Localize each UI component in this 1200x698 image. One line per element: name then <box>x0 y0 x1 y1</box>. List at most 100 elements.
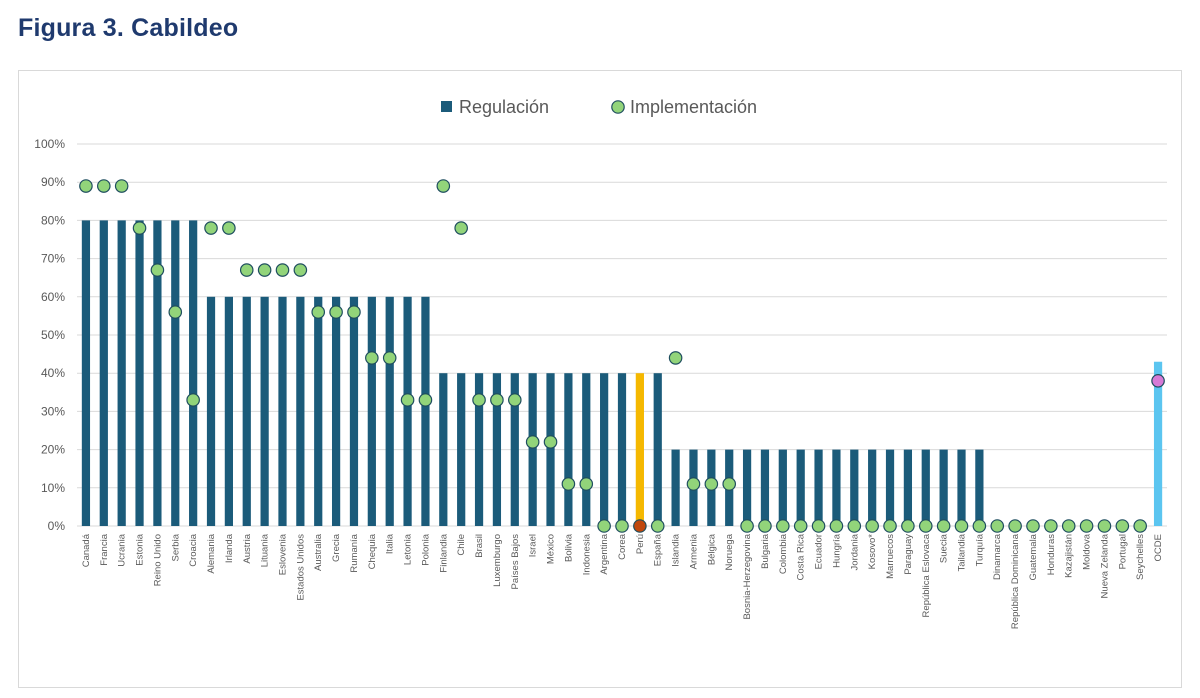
point-implementacion <box>490 393 504 407</box>
point-implementacion <box>239 263 254 277</box>
x-tick-label: Bolivia <box>563 533 574 562</box>
point-implementacion <box>1044 519 1058 533</box>
x-tick-label: Argentina <box>599 533 610 574</box>
x-tick-label: Canadá <box>81 533 92 567</box>
bar-regulacion <box>653 373 662 526</box>
bar-regulacion <box>921 449 930 526</box>
bar-regulacion <box>903 449 913 526</box>
bar-regulacion <box>206 296 216 526</box>
x-tick-label: Kosovo* <box>867 534 878 570</box>
x-tick-label: España <box>653 533 664 566</box>
x-tick-label: México <box>546 534 557 564</box>
x-tick-labels: Canadá Francia Ucrania Estonia Reino Unido Se… <box>81 533 1164 629</box>
bar-regulacion <box>171 220 180 526</box>
bar-regulacion <box>939 449 948 526</box>
point-implementacion <box>597 519 611 533</box>
point-implementacion <box>1079 519 1094 533</box>
bar-regulacion <box>403 296 412 526</box>
point-implementacion <box>329 305 343 319</box>
y-tick-label: 10% <box>41 481 65 495</box>
figure-title: Figura 3. Cabildeo <box>18 14 239 42</box>
y-tick-label: 100% <box>34 137 65 151</box>
point-implementacion <box>1133 519 1147 533</box>
bar-regulacion <box>600 373 609 526</box>
bar-regulacion <box>975 449 984 526</box>
point-implementacion <box>400 393 415 407</box>
bar-regulacion <box>439 373 448 526</box>
x-tick-label: Croacia <box>188 533 199 566</box>
x-tick-label: Ucrania <box>117 533 128 566</box>
x-tick-label: Moldova <box>1082 533 1093 570</box>
x-tick-label: Polonia <box>420 533 431 565</box>
bar-regulacion <box>224 296 233 526</box>
bar-regulacion <box>81 220 91 526</box>
point-implementacion <box>525 435 540 449</box>
x-tick-label: Lituania <box>260 533 271 567</box>
point-implementacion <box>507 393 522 407</box>
bar-regulacion <box>153 220 162 526</box>
y-tick-label: 40% <box>41 366 65 380</box>
x-tick-label: Portugal <box>1117 534 1128 569</box>
x-tick-label: Austria <box>242 533 253 563</box>
point-implementacion <box>704 477 719 491</box>
bar-regulacion <box>742 449 752 526</box>
point-implementacion <box>758 519 772 533</box>
bar-regulacion <box>957 449 966 526</box>
x-tick-label: Paraguay <box>903 534 914 575</box>
x-tick-label: Francia <box>99 533 110 565</box>
bar-regulacion <box>278 296 287 526</box>
lobbying-chart: 0% 10% 20% 30% 40% 50% 60% 70% 80% 90% 100% Canadá F… <box>34 97 1167 629</box>
x-tick-label: Perú <box>635 534 646 554</box>
x-tick-label: Hungría <box>831 533 842 568</box>
bar-regulacion <box>189 220 198 526</box>
x-tick-label: Reino Unido <box>152 534 163 586</box>
x-tick-label: Islandia <box>671 533 682 566</box>
legend-swatch-regulacion <box>441 101 452 112</box>
point-implementacion <box>97 179 111 193</box>
y-tick-label: 60% <box>41 290 65 304</box>
bar-regulacion <box>760 449 770 526</box>
point-implementacion <box>990 519 1005 533</box>
bar-regulacion <box>617 373 627 526</box>
bar-regulacion <box>260 296 269 526</box>
x-tick-label: Ecuador <box>814 534 825 569</box>
bar-regulacion <box>117 220 126 526</box>
x-tick-label: Jordania <box>849 533 860 570</box>
x-tick-label: Brasil <box>474 534 485 558</box>
point-implementacion <box>650 519 665 533</box>
x-tick-label: Estonia <box>135 533 146 565</box>
point-implementacion <box>918 519 933 533</box>
point-implementacion <box>1026 519 1040 533</box>
x-tick-label: Estados Unidos <box>295 534 306 601</box>
y-tick-label: 30% <box>41 404 65 418</box>
point-implementacion <box>740 519 754 533</box>
legend-marker-implementacion <box>611 100 625 114</box>
bar-regulacion <box>528 373 537 526</box>
x-tick-label: Noruega <box>724 533 735 570</box>
x-tick-label: Irlanda <box>224 533 235 563</box>
point-implementacion <box>168 305 183 319</box>
point-implementacion <box>811 519 826 533</box>
legend-label-regulacion: Regulación <box>459 97 549 117</box>
bar-regulacion <box>850 449 859 526</box>
bar-regulacion <box>296 296 305 526</box>
point-implementacion <box>132 221 147 235</box>
point-implementacion <box>418 393 433 407</box>
x-tick-label: Marruecos <box>885 534 896 579</box>
point-implementacion <box>865 519 879 533</box>
point-implementacion <box>847 519 862 533</box>
x-tick-label: Italia <box>385 533 396 554</box>
bar-regulacion <box>564 373 573 526</box>
bar-regulacion <box>242 296 251 526</box>
bar-regulacion <box>99 220 108 526</box>
y-tick-label: 70% <box>41 252 65 266</box>
x-tick-label: Alemania <box>206 533 217 573</box>
point-implementacion <box>472 393 486 407</box>
bar-regulacion <box>1153 361 1163 526</box>
x-tick-label: Turquía <box>974 533 985 566</box>
point-implementacion <box>114 179 129 193</box>
bar-regulacion <box>814 449 823 526</box>
y-tick-label: 20% <box>41 443 65 457</box>
point-implementacion <box>436 179 451 193</box>
x-tick-label: Colombia <box>778 533 789 574</box>
